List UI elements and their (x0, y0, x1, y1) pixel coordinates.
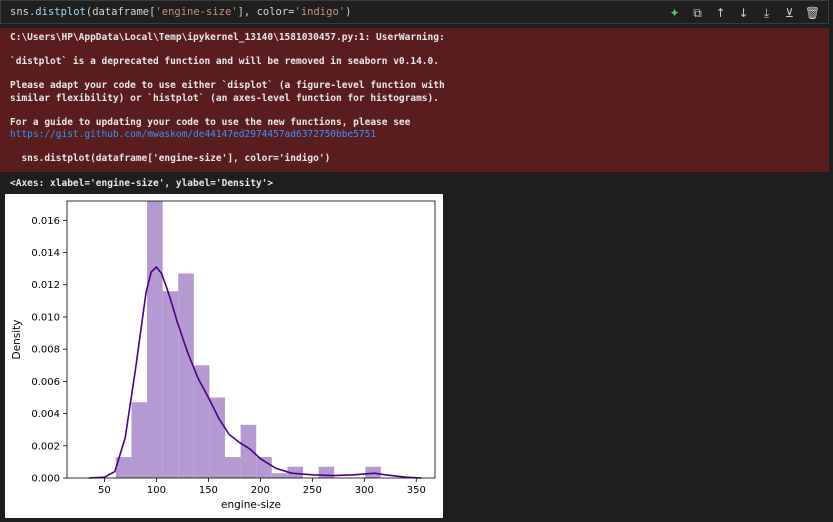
y-tick-label: 0.010 (31, 312, 60, 323)
x-axis-label: engine-size (221, 499, 281, 511)
code-token: ) (345, 6, 352, 18)
histogram-bar (240, 424, 257, 478)
warning-line: similar flexibility) or `histplot` (an a… (10, 92, 439, 104)
warning-line: C:\Users\HP\AppData\Local\Temp\ipykernel… (10, 32, 445, 43)
code-token: (dataframe[ (85, 6, 156, 18)
histogram-bar (178, 273, 194, 478)
collapse-icon[interactable]: ⊻ (785, 6, 794, 20)
warning-line: sns.distplot(dataframe['engine-size'], c… (10, 153, 331, 165)
x-tick-label: 100 (147, 485, 166, 496)
x-tick-label: 350 (407, 485, 426, 496)
histogram-bar (193, 365, 210, 478)
y-axis-label: Density (11, 320, 23, 360)
arrow-up-icon[interactable]: ↑ (715, 6, 726, 20)
y-tick-label: 0.016 (31, 216, 60, 227)
y-tick-label: 0.006 (31, 377, 60, 388)
y-tick-label: 0.002 (31, 441, 60, 452)
add-below-icon[interactable]: ⤓ (763, 5, 770, 20)
x-tick-label: 150 (199, 485, 218, 496)
kde-curve (88, 265, 422, 479)
copy-icon[interactable]: ⧉ (693, 5, 702, 20)
histogram-bar (209, 397, 226, 478)
plot-output: 50 100 150 200 250 300 350 0.000 0.002 0.004 0.00… (5, 194, 443, 518)
code-token: distplot (35, 6, 86, 18)
histogram-bar (256, 457, 272, 478)
x-tick-label: 200 (251, 485, 270, 496)
histogram-bar (162, 291, 179, 478)
code-token: ], color= (237, 6, 295, 18)
code-token: 'engine-size' (155, 6, 238, 18)
histogram-bar (365, 466, 381, 478)
warning-output: C:\Users\HP\AppData\Local\Temp\ipykernel… (0, 28, 829, 172)
code-line[interactable]: sns.distplot(dataframe['engine-size'], c… (10, 6, 351, 18)
arrow-down-icon[interactable]: ↓ (738, 6, 749, 20)
cell-toolbar: ✦ ⧉ ↑ ↓ ⤓ ⊻ 🗑 (665, 5, 822, 21)
x-tick-label: 250 (303, 485, 322, 496)
axes-frame (66, 200, 436, 479)
code-cell-input[interactable]: sns.distplot(dataframe['engine-size'], c… (0, 0, 829, 24)
distplot-chart: 50 100 150 200 250 300 350 0.000 0.002 0.004 0.00… (11, 200, 436, 511)
warning-line: For a guide to updating your code to use… (10, 116, 411, 128)
histogram-bar (147, 201, 163, 478)
x-tick-label: 300 (355, 485, 374, 496)
histogram-bar (318, 466, 335, 478)
y-tick-label: 0.000 (31, 474, 60, 485)
y-tick-label: 0.008 (31, 345, 60, 356)
histogram-bar (271, 473, 288, 478)
y-tick-label: 0.004 (31, 409, 60, 420)
histogram-bar (131, 402, 148, 478)
warning-line: Please adapt your code to use either `di… (10, 80, 445, 92)
histogram-bar (287, 466, 303, 478)
y-tick-label: 0.014 (31, 248, 60, 259)
code-token: 'indigo' (294, 6, 346, 18)
warning-line: `distplot` is a deprecated function and … (10, 56, 439, 68)
code-token: sns. (10, 6, 36, 18)
axes-repr-output: <Axes: xlabel='engine-size', ylabel='Den… (10, 178, 274, 189)
trash-icon[interactable]: 🗑 (804, 6, 821, 20)
gist-link[interactable]: https://gist.github.com/mwaskom/de44147e… (10, 129, 377, 141)
histogram-bar (115, 457, 132, 478)
sparkle-icon[interactable]: ✦ (669, 6, 680, 20)
histogram-bar (225, 457, 241, 478)
y-tick-label: 0.012 (31, 280, 60, 291)
x-tick-label: 50 (98, 485, 111, 496)
